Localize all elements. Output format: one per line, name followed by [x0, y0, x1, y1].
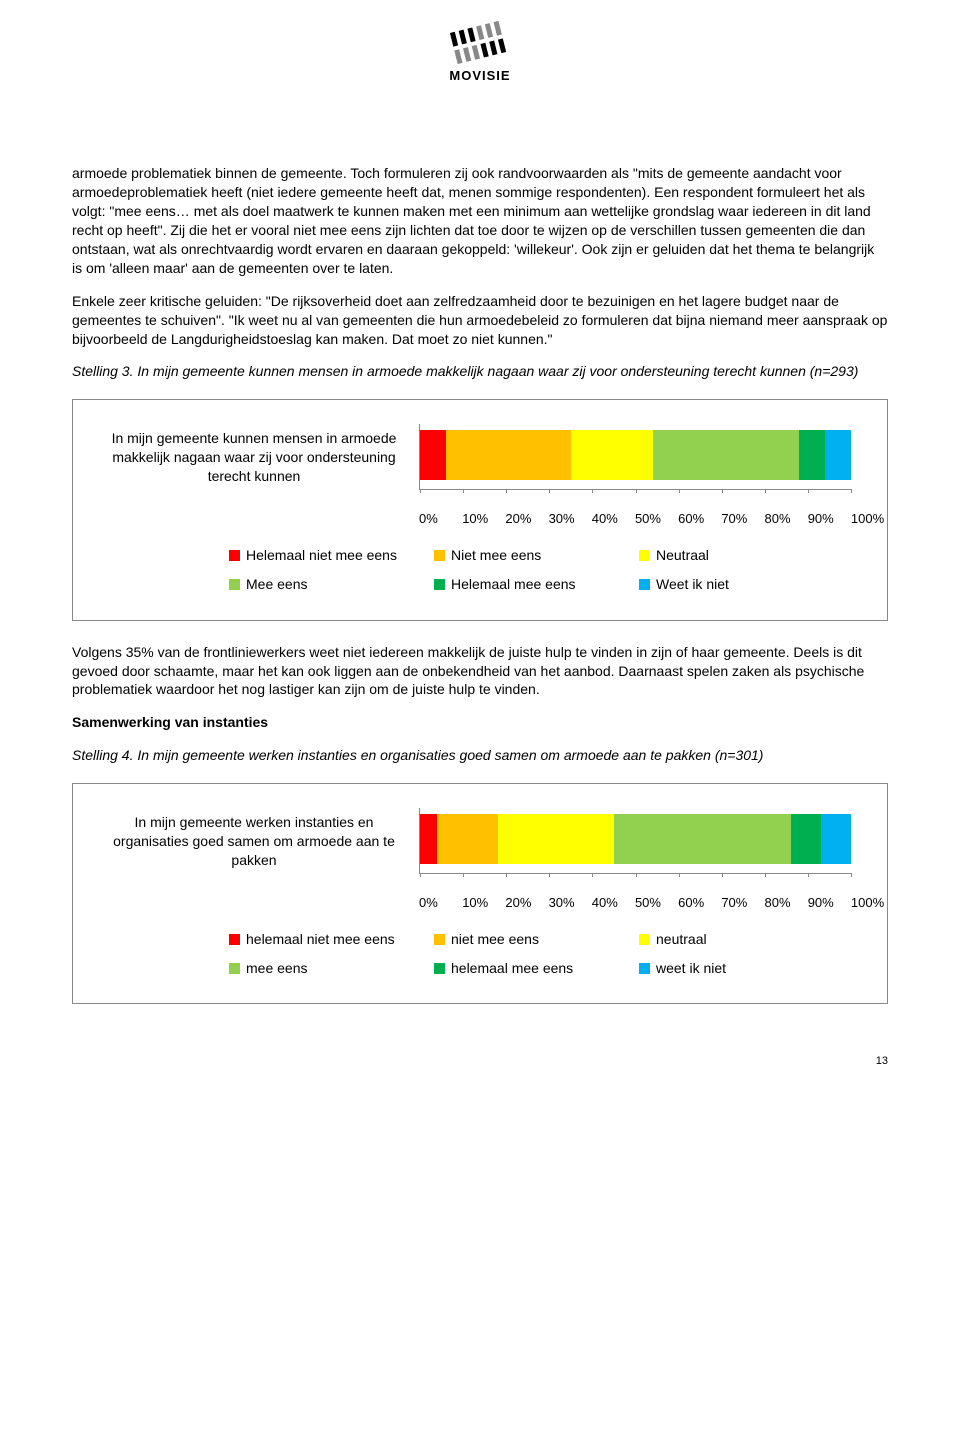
legend-swatch [639, 963, 650, 974]
legend-swatch [434, 963, 445, 974]
legend-item: Niet mee eens [434, 546, 639, 565]
body-paragraph: Volgens 35% van de frontliniewerkers wee… [72, 643, 888, 700]
logo-icon [445, 20, 515, 64]
legend-item: mee eens [229, 959, 434, 978]
legend-item: neutraal [639, 930, 779, 949]
legend-item: Helemaal niet mee eens [229, 546, 434, 565]
stelling4-chart: In mijn gemeente werken instanties en or… [72, 783, 888, 1004]
body-paragraph: armoede problematiek binnen de gemeente.… [72, 164, 888, 277]
logo-text: MOVISIE [72, 67, 888, 85]
legend-label: Weet ik niet [656, 575, 729, 594]
legend-label: helemaal mee eens [451, 959, 573, 978]
bar-segment [446, 430, 571, 480]
bar-segment [571, 430, 653, 480]
legend-label: Helemaal mee eens [451, 575, 576, 594]
chart3-bar-label: In mijn gemeente kunnen mensen in armoed… [109, 429, 419, 486]
legend-label: Helemaal niet mee eens [246, 546, 397, 565]
chart3-plot-area [419, 424, 851, 490]
legend-swatch [639, 550, 650, 561]
chart4-plot-area [419, 808, 851, 874]
legend-label: mee eens [246, 959, 307, 978]
bar-segment [799, 430, 825, 480]
legend-label: niet mee eens [451, 930, 539, 949]
legend-label: Niet mee eens [451, 546, 541, 565]
bar-segment [791, 814, 821, 864]
chart4-bar-label: In mijn gemeente werken instanties en or… [109, 813, 419, 870]
body-paragraph: Enkele zeer kritische geluiden: "De rijk… [72, 292, 888, 349]
legend-swatch [229, 934, 240, 945]
legend-item: Weet ik niet [639, 575, 779, 594]
legend-swatch [229, 550, 240, 561]
legend-swatch [639, 579, 650, 590]
legend-label: helemaal niet mee eens [246, 930, 395, 949]
legend-swatch [229, 963, 240, 974]
page-number: 13 [72, 1054, 888, 1069]
bar-segment [420, 814, 437, 864]
samenwerking-heading: Samenwerking van instanties [72, 713, 888, 732]
legend-item: weet ik niet [639, 959, 779, 978]
legend-swatch [639, 934, 650, 945]
stelling4-heading: Stelling 4. In mijn gemeente werken inst… [72, 746, 888, 765]
bar-segment [825, 430, 851, 480]
legend-swatch [434, 934, 445, 945]
chart3-axis: 0%10%20%30%40%50%60%70%80%90%100% [419, 508, 851, 546]
chart4-legend: helemaal niet mee eens niet mee eens neutr… [229, 930, 851, 978]
legend-swatch [434, 550, 445, 561]
bar-segment [821, 814, 851, 864]
legend-label: neutraal [656, 930, 707, 949]
bar-segment [653, 430, 800, 480]
chart4-axis: 0%10%20%30%40%50%60%70%80%90%100% [419, 892, 851, 930]
legend-item: helemaal mee eens [434, 959, 639, 978]
bar-segment [420, 430, 446, 480]
bar-segment [498, 814, 614, 864]
legend-label: Neutraal [656, 546, 709, 565]
chart3-legend: Helemaal niet mee eens Niet mee eens Neutr… [229, 546, 851, 594]
legend-label: Mee eens [246, 575, 307, 594]
legend-item: Mee eens [229, 575, 434, 594]
legend-item: Helemaal mee eens [434, 575, 639, 594]
bar-segment [437, 814, 497, 864]
stelling3-chart: In mijn gemeente kunnen mensen in armoed… [72, 399, 888, 620]
legend-swatch [229, 579, 240, 590]
legend-item: niet mee eens [434, 930, 639, 949]
movisie-logo: MOVISIE [72, 20, 888, 84]
legend-item: helemaal niet mee eens [229, 930, 434, 949]
stelling3-heading: Stelling 3. In mijn gemeente kunnen mens… [72, 362, 888, 381]
legend-swatch [434, 579, 445, 590]
legend-item: Neutraal [639, 546, 779, 565]
legend-label: weet ik niet [656, 959, 726, 978]
bar-segment [614, 814, 791, 864]
